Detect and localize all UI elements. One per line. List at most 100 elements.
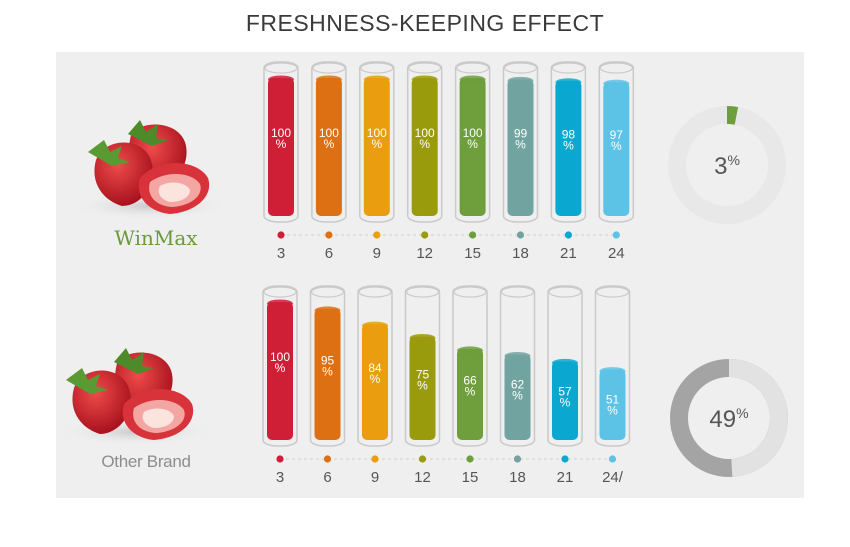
- data-label: 100%: [367, 126, 387, 151]
- tube-rim: [453, 286, 487, 298]
- tick-dot: [516, 231, 525, 239]
- tick-dot: [466, 455, 474, 463]
- bar-top: [552, 358, 578, 367]
- tube-rim: [310, 286, 345, 298]
- bar-top: [555, 78, 582, 87]
- data-label: 95%: [321, 353, 335, 378]
- tube-glass: [594, 285, 631, 447]
- tick-label: 15: [462, 469, 479, 486]
- data-label: 100%: [463, 126, 483, 151]
- tube-glass: [452, 285, 488, 447]
- page-title: FRESHNESS-KEEPING EFFECT: [245, 10, 605, 36]
- bar-24/: [599, 369, 626, 440]
- tube-rim: [263, 286, 297, 298]
- data-label: 100%: [415, 126, 435, 151]
- bar-21: [555, 80, 582, 216]
- tick-dot: [325, 231, 333, 239]
- strawberry-image-other-brand: [58, 348, 214, 446]
- tube-glass: [547, 285, 583, 447]
- brand-label-winmax: WinMax: [114, 226, 198, 250]
- bar-9: [362, 324, 388, 440]
- tick-label: 9: [373, 245, 381, 262]
- tick-label: 18: [509, 469, 526, 486]
- tube-rim: [358, 286, 392, 298]
- tube-rim: [408, 62, 442, 74]
- bar-top: [507, 76, 534, 85]
- donut-slice: [670, 359, 788, 477]
- tick-label: 3: [277, 245, 285, 262]
- tick-dot: [564, 231, 573, 239]
- data-label: 99%: [514, 127, 528, 152]
- tick-dot: [513, 455, 522, 463]
- tube-rim: [548, 286, 582, 298]
- tube-glass: [454, 61, 491, 223]
- bar-top: [411, 75, 438, 84]
- tick-dot: [276, 455, 284, 463]
- bar-12: [409, 336, 436, 440]
- data-label: 100%: [271, 126, 291, 151]
- donut-chart-1: 49%: [670, 359, 788, 477]
- tick-label: 24/: [602, 469, 624, 486]
- bar-top: [504, 351, 531, 360]
- tube-rim: [264, 62, 298, 74]
- bar-top: [268, 75, 294, 84]
- bar-3: [267, 302, 293, 440]
- bar-top: [363, 75, 390, 84]
- bar-top: [603, 79, 630, 88]
- bar-top: [599, 367, 626, 376]
- tube-glass: [598, 61, 635, 223]
- tube-glass: [311, 61, 347, 223]
- bar-top: [315, 75, 342, 84]
- donut-chart-0: 3%: [668, 106, 786, 224]
- bar-top: [314, 306, 341, 315]
- bar-18: [504, 354, 531, 440]
- bar-21: [552, 361, 578, 440]
- data-label: 98%: [562, 127, 576, 152]
- tick-label: 12: [416, 245, 433, 262]
- tube-glass: [499, 285, 536, 447]
- data-label: 100%: [319, 126, 339, 151]
- bar-18: [507, 79, 534, 216]
- bar-6: [314, 308, 341, 440]
- bar-15: [459, 78, 486, 216]
- tick-label: 12: [414, 469, 431, 486]
- donut-slice: [668, 106, 786, 224]
- tick-label: 18: [512, 245, 529, 262]
- data-label: 57%: [558, 384, 572, 409]
- tube-rim: [503, 62, 538, 74]
- data-label: 75%: [416, 367, 430, 392]
- tube-glass: [263, 61, 299, 223]
- tube-glass: [357, 285, 393, 447]
- tube-row-1: 100 % 3 95 % 6 84 % 9 75 % 12 66 % 15 62 % 18 57 % 21 51 % 24/: [262, 285, 631, 486]
- tick-dot: [421, 231, 429, 239]
- data-label: 100%: [270, 350, 290, 375]
- bar-24: [603, 82, 630, 216]
- tick-label: 9: [371, 469, 379, 486]
- tick-dot: [371, 455, 379, 463]
- tube-rim: [500, 286, 535, 298]
- tube-rim: [551, 62, 586, 74]
- tube-rim: [595, 286, 630, 298]
- bar-15: [457, 348, 483, 440]
- tick-dot: [608, 455, 617, 463]
- tube-row-0: 100 % 3 100 % 6 100 % 9 100 % 12 100 % 15 99 % 18 98 % 21 97%…: [263, 61, 635, 262]
- bar-top: [459, 75, 486, 84]
- tube-rim: [312, 62, 346, 74]
- tube-glass: [262, 285, 298, 447]
- tick-label: 21: [557, 469, 574, 486]
- tube-rim: [599, 62, 633, 74]
- data-label: 97%: [610, 128, 624, 153]
- bar-9: [363, 78, 390, 216]
- tick-label: 24: [608, 245, 625, 262]
- tick-dot: [561, 455, 569, 463]
- tube-glass: [359, 61, 395, 223]
- bar-top: [409, 334, 436, 342]
- tube-glass: [502, 61, 539, 223]
- data-label: 51%: [606, 393, 620, 418]
- bar-top: [267, 299, 293, 308]
- bar-top: [362, 321, 388, 330]
- brand-label-other-brand: Other Brand: [101, 452, 191, 471]
- tick-label: 21: [560, 245, 577, 262]
- tick-label: 3: [276, 469, 284, 486]
